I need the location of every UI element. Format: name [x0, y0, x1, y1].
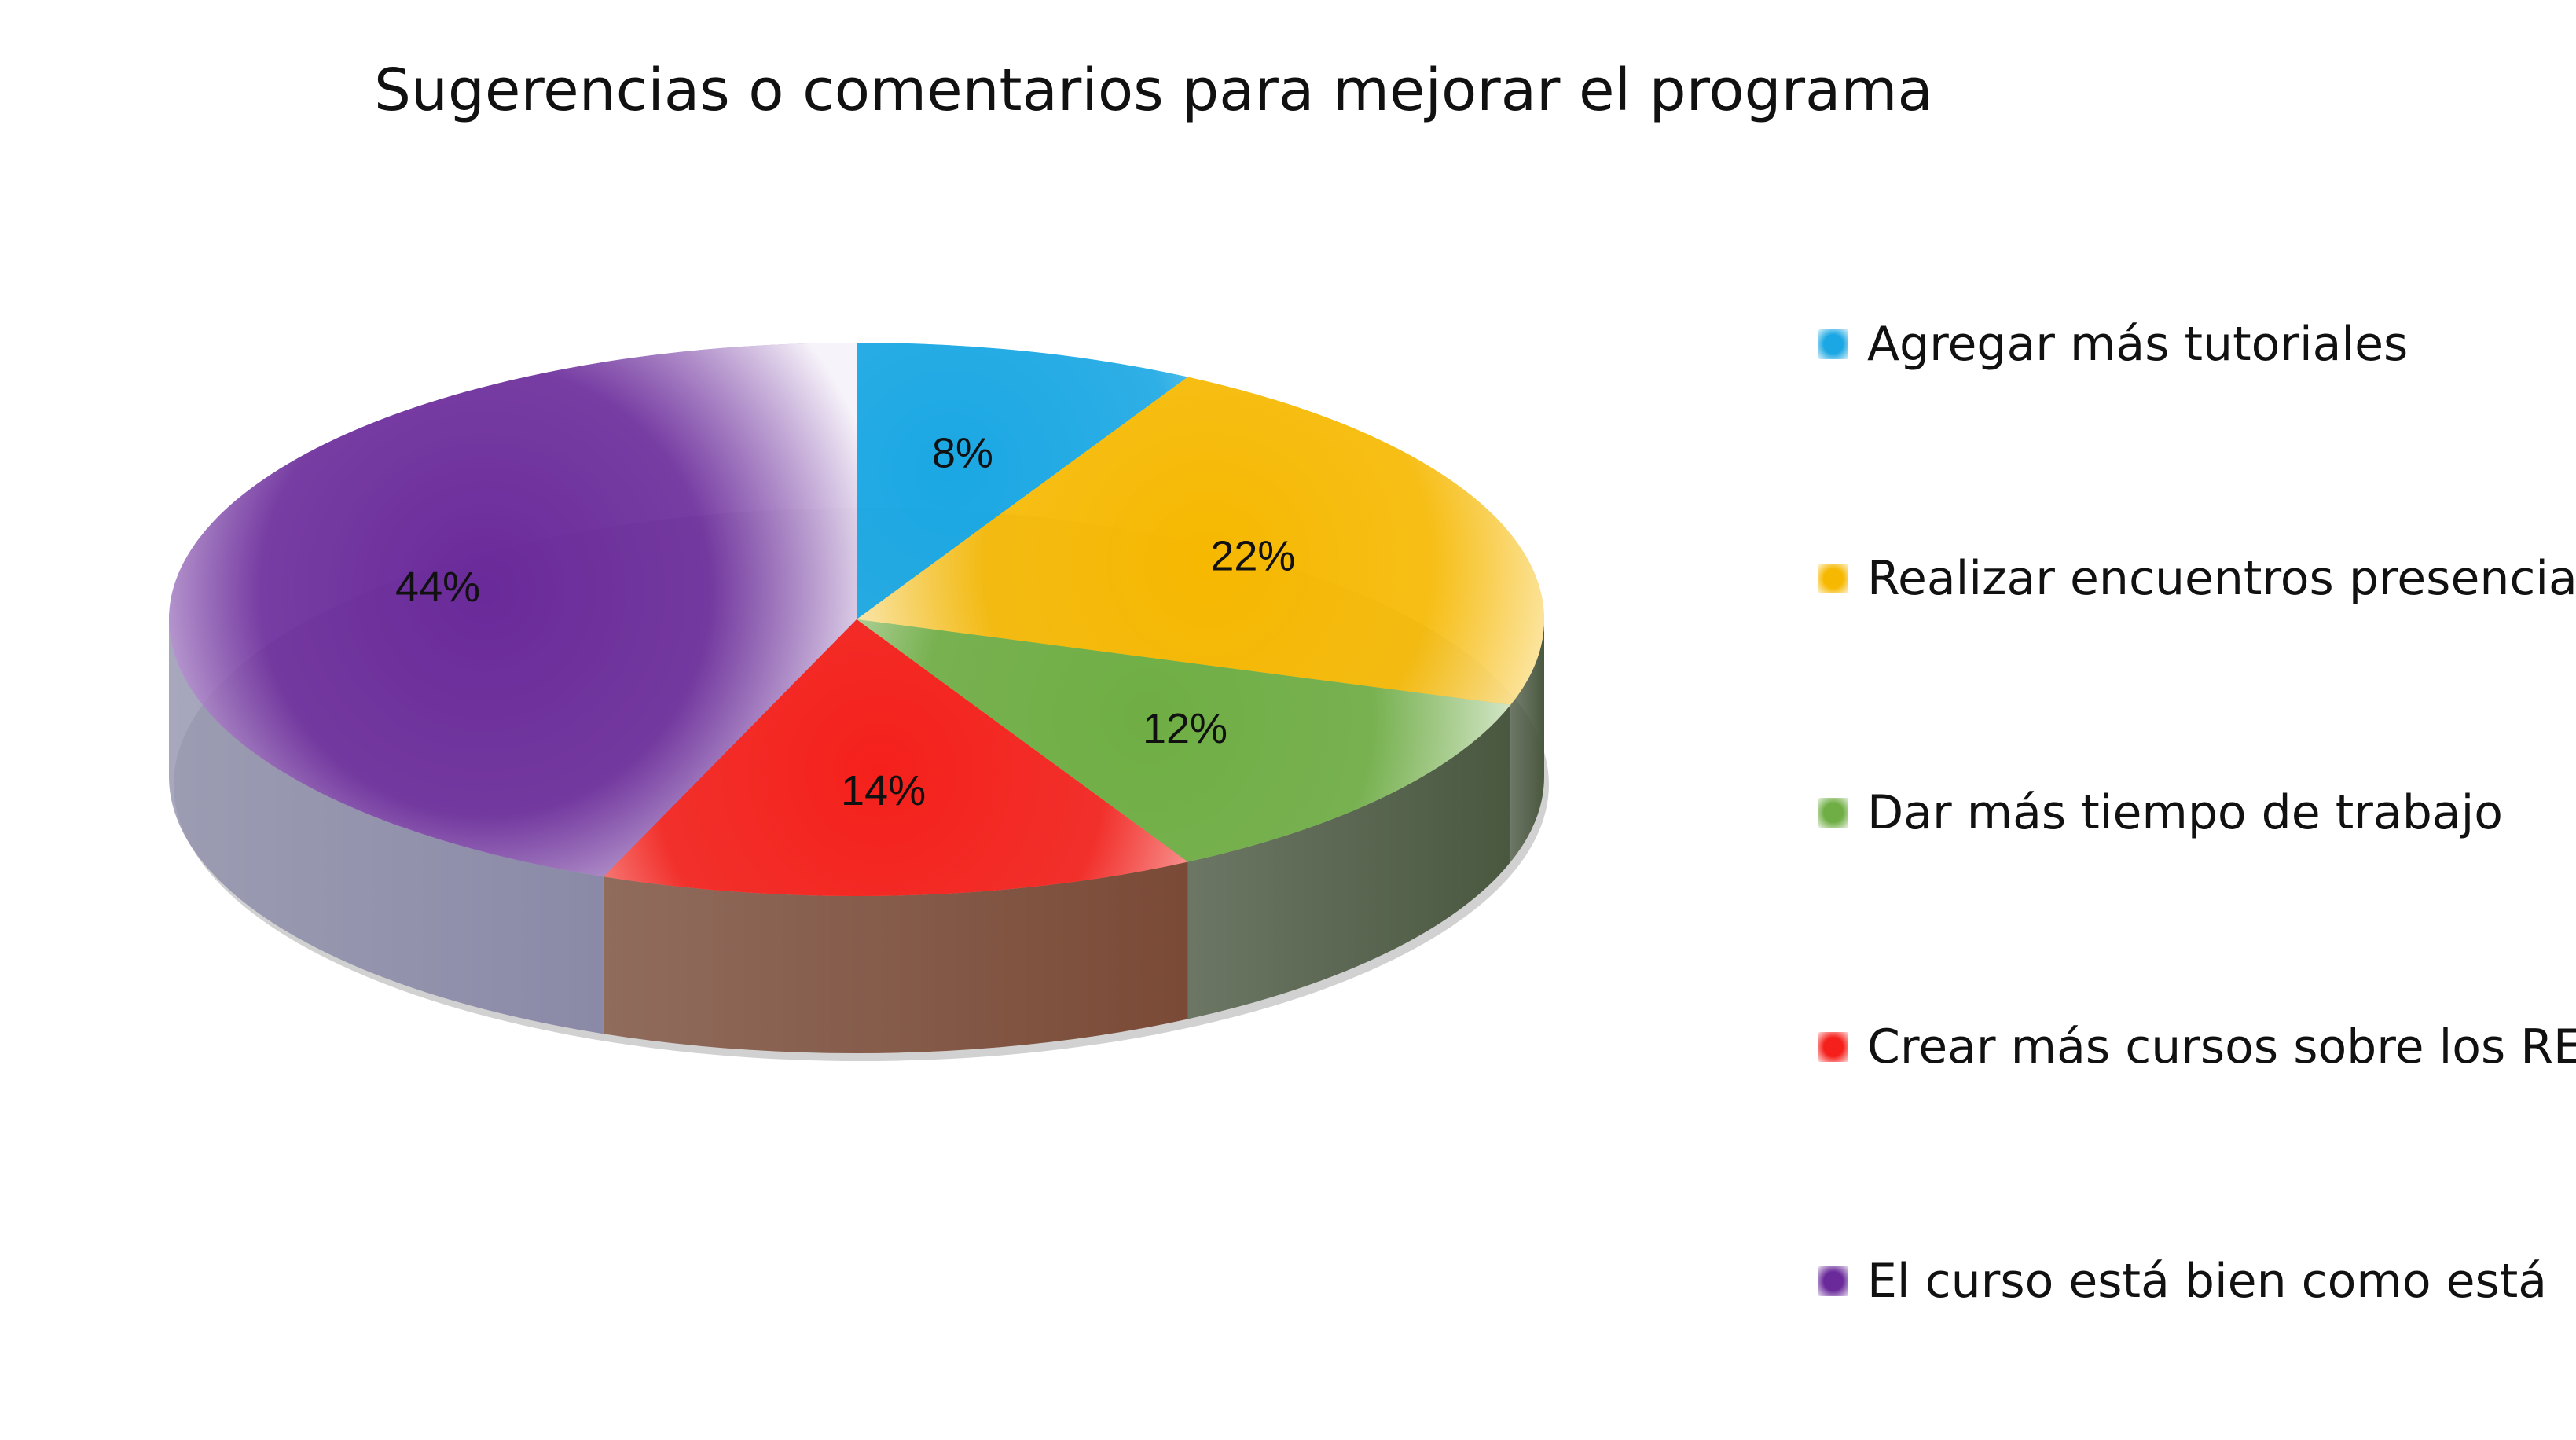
legend-label: Realizar encuentros presenciales — [1867, 551, 2576, 606]
slice-label-agregar-mas-tutoriales: 8% — [932, 430, 993, 477]
pie-side-el-curso-esta-bien-como-esta — [169, 619, 604, 1034]
slice-label-crear-mas-cursos-sobre-los-red: 14% — [841, 767, 926, 814]
pie-top — [168, 343, 1544, 896]
legend-swatch — [1818, 1032, 1848, 1062]
legend-label: Crear más cursos sobre los RED — [1867, 1019, 2576, 1074]
pie-side-crear-mas-cursos-sobre-los-red — [603, 861, 1188, 1054]
pie-slice-crear-mas-cursos-sobre-los-red — [603, 619, 1188, 896]
legend-swatch — [1818, 564, 1848, 593]
legend-label: Agregar más tutoriales — [1867, 317, 2409, 372]
legend-swatch — [1818, 798, 1848, 828]
chart-title: Sugerencias o comentarios para mejorar e… — [374, 57, 1933, 124]
pie-slice-realizar-encuentros-presenciales — [857, 377, 1544, 705]
legend-swatch — [1818, 329, 1848, 359]
pie-slice-dar-mas-tiempo-de-trabajo — [857, 619, 1511, 862]
legend-label: El curso está bien como está — [1867, 1254, 2548, 1309]
pie-labels: 8% 22% 12% 14% 44% — [395, 430, 1295, 814]
pie-slice-el-curso-esta-bien-como-esta — [168, 343, 857, 877]
pie-side-dar-mas-tiempo-de-trabajo — [1187, 704, 1511, 1019]
legend-swatch — [1818, 1266, 1848, 1296]
legend-item-agregar-mas-tutoriales: Agregar más tutoriales — [1818, 313, 2408, 376]
legend-label: Dar más tiempo de trabajo — [1867, 785, 2503, 840]
slice-label-realizar-encuentros-presenciales: 22% — [1210, 533, 1295, 580]
legend-item-dar-mas-tiempo-de-trabajo: Dar más tiempo de trabajo — [1818, 781, 2503, 844]
legend-item-realizar-encuentros-presenciales: Realizar encuentros presenciales — [1818, 547, 2576, 610]
pie-slice-agregar-mas-tutoriales — [857, 343, 1188, 619]
legend-item-crear-mas-cursos-sobre-los-red: Crear más cursos sobre los RED — [1818, 1016, 2576, 1078]
pie-side-realizar-encuentros-presenciales — [1510, 619, 1544, 862]
legend-item-el-curso-esta-bien-como-esta: El curso está bien como está — [1818, 1250, 2547, 1313]
slice-label-el-curso-esta-bien-como-esta: 44% — [395, 564, 480, 611]
slice-label-dar-mas-tiempo-de-trabajo: 12% — [1143, 705, 1227, 752]
